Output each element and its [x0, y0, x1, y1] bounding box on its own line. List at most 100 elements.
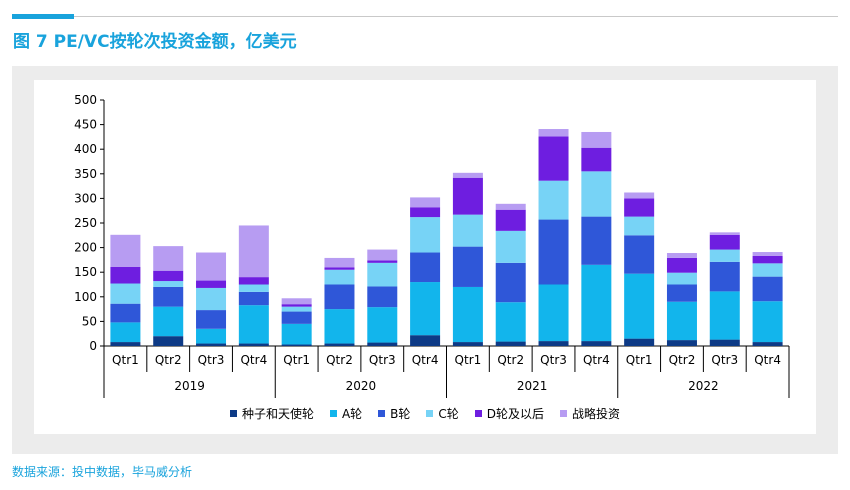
bar-segment: [196, 280, 227, 288]
bar-segment: [367, 286, 398, 308]
bar-segment: [238, 305, 269, 344]
group-label: 2019: [174, 379, 205, 393]
x-axis-tick-label: Qtr3: [198, 353, 225, 367]
bar-segment: [666, 301, 697, 341]
legend-swatch: [474, 410, 482, 417]
bar-segment: [324, 257, 355, 268]
bar-segment: [624, 216, 655, 236]
bar-segment: [495, 203, 526, 210]
bar-segment: [153, 306, 184, 337]
bar-segment: [709, 291, 740, 340]
bar-segment: [624, 273, 655, 339]
bar-segment: [324, 343, 355, 346]
bar-segment: [410, 252, 441, 283]
bar-segment: [581, 216, 612, 265]
bar-segment: [281, 344, 312, 346]
x-axis-tick-label: Qtr1: [112, 353, 139, 367]
legend-item: C轮: [426, 405, 459, 422]
bar-segment: [495, 341, 526, 346]
x-axis-tick-label: Qtr4: [754, 353, 781, 367]
bar-segment: [495, 302, 526, 342]
bar-segment: [495, 262, 526, 303]
x-axis-tick-label: Qtr4: [412, 353, 439, 367]
x-axis-tick-label: Qtr3: [540, 353, 567, 367]
bar-segment: [153, 281, 184, 287]
x-axis-tick-label: Qtr2: [326, 353, 353, 367]
bar-segment: [709, 249, 740, 262]
bar-segment: [153, 270, 184, 282]
bar-segment: [238, 277, 269, 285]
bar-segment: [281, 306, 312, 312]
legend-swatch: [426, 410, 434, 417]
bar-segment: [452, 214, 483, 247]
bar-segment: [452, 342, 483, 346]
bar-segment: [238, 291, 269, 306]
title-accent-bar: [12, 14, 74, 19]
legend-item: 种子和天使轮: [229, 405, 314, 422]
bar-segment: [281, 311, 312, 324]
bar-segment: [153, 246, 184, 271]
bar-segment: [153, 336, 184, 346]
bar-segment: [709, 339, 740, 346]
x-axis-tick-label: Qtr1: [283, 353, 310, 367]
x-axis-tick-label: Qtr3: [711, 353, 738, 367]
bar-segment: [581, 131, 612, 148]
legend-label: 种子和天使轮: [241, 407, 314, 421]
bar-segment: [324, 269, 355, 285]
bar-segment: [666, 284, 697, 302]
bar-segment: [752, 301, 783, 343]
bar-segment: [324, 267, 355, 270]
bar-segment: [752, 252, 783, 256]
bar-segment: [410, 335, 441, 346]
bar-segment: [367, 262, 398, 287]
bar-segment: [752, 263, 783, 277]
bar-segment: [238, 225, 269, 278]
bar-segment: [624, 338, 655, 346]
stacked-bar-chart: 0 50 100 150 200 250 300 350 400 450 500 Qtr1 Qtr2 Qt…: [74, 93, 790, 398]
bar-segment: [666, 272, 697, 285]
bar-segment: [538, 219, 569, 285]
bar-segment: [452, 172, 483, 178]
legend-item: 战略投资: [560, 405, 620, 422]
y-axis-tick-label: 200: [74, 241, 97, 255]
bar-segment: [581, 147, 612, 172]
bar-segment: [238, 284, 269, 292]
legend-swatch: [378, 410, 386, 417]
y-axis-tick-label: 300: [74, 191, 97, 205]
bar-segment: [324, 284, 355, 310]
y-axis-tick-label: 350: [74, 167, 97, 181]
chart-legend: 种子和天使轮 A轮 B轮 C轮 D轮及以后 战略投资: [34, 405, 816, 422]
bar-segment: [624, 235, 655, 274]
title-rule: [74, 16, 838, 17]
bar-segment: [196, 252, 227, 281]
bar-segment: [452, 177, 483, 215]
bar-segment: [666, 340, 697, 346]
legend-swatch: [229, 410, 237, 417]
bar-segment: [666, 253, 697, 258]
bar-segment: [196, 287, 227, 311]
bar-segment: [196, 328, 227, 344]
bar-segment: [752, 342, 783, 346]
bar-segment: [367, 260, 398, 263]
bar-segment: [538, 136, 569, 181]
legend-item: B轮: [378, 405, 410, 422]
bar-segment: [452, 286, 483, 343]
bar-segment: [110, 283, 141, 304]
bar-segment: [281, 298, 312, 305]
bar-segment: [110, 266, 141, 284]
x-axis-tick-label: Qtr1: [626, 353, 653, 367]
x-axis-tick-label: Qtr2: [669, 353, 696, 367]
bar-segment: [581, 341, 612, 346]
y-axis-tick-label: 450: [74, 118, 97, 132]
x-axis-tick-label: Qtr4: [583, 353, 610, 367]
bar-segment: [367, 307, 398, 343]
bar-segment: [196, 343, 227, 346]
y-axis-tick-label: 400: [74, 142, 97, 156]
y-axis-tick-label: 150: [74, 265, 97, 279]
bar-segment: [153, 286, 184, 307]
legend-label: A轮: [341, 407, 363, 421]
legend-item: D轮及以后: [474, 405, 544, 422]
legend-swatch: [560, 410, 568, 417]
x-axis-tick-label: Qtr4: [240, 353, 267, 367]
bar-segment: [581, 171, 612, 217]
